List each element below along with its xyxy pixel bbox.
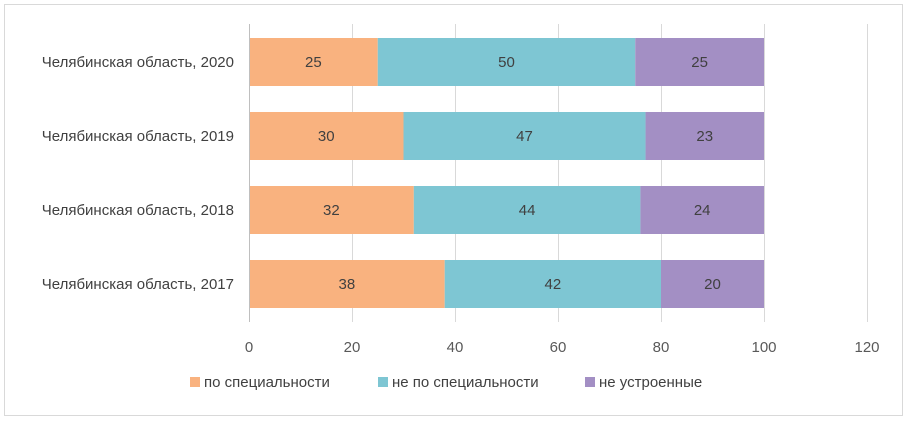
category-label: Челябинская область, 2017 <box>42 276 234 293</box>
data-label: 25 <box>691 54 708 71</box>
bar-segment[interactable] <box>249 38 378 86</box>
bar-segment[interactable] <box>377 38 636 86</box>
data-label: 30 <box>318 128 335 145</box>
legend-swatch <box>190 377 200 387</box>
data-label: 38 <box>339 276 356 293</box>
data-label: 50 <box>498 54 515 71</box>
bar-segment[interactable] <box>640 186 764 234</box>
category-label: Челябинская область, 2018 <box>42 202 234 219</box>
bar-segment[interactable] <box>249 112 404 160</box>
bar-segment[interactable] <box>249 260 445 308</box>
data-label: 47 <box>516 128 533 145</box>
data-label: 42 <box>545 276 562 293</box>
data-label: 32 <box>323 202 340 219</box>
legend-entry: не устроенные <box>599 374 702 391</box>
x-tick-label: 40 <box>447 339 464 356</box>
x-tick-label: 0 <box>245 339 253 356</box>
x-tick-label: 80 <box>653 339 670 356</box>
data-label: 25 <box>305 54 322 71</box>
legend-swatch <box>585 377 595 387</box>
category-label: Челябинская область, 2020 <box>42 54 234 71</box>
data-label: 24 <box>694 202 711 219</box>
data-label: 20 <box>704 276 721 293</box>
bar-segment[interactable] <box>249 186 414 234</box>
data-label: 23 <box>696 128 713 145</box>
x-tick-label: 120 <box>854 339 879 356</box>
bar-segment[interactable] <box>635 38 764 86</box>
legend-entry: не по специальности <box>392 374 539 391</box>
x-tick-label: 100 <box>751 339 776 356</box>
bar-segment[interactable] <box>645 112 764 160</box>
data-label: 44 <box>519 202 536 219</box>
category-label: Челябинская область, 2019 <box>42 128 234 145</box>
legend-entry: по специальности <box>204 374 330 391</box>
bar-segment[interactable] <box>413 186 641 234</box>
legend-swatch <box>378 377 388 387</box>
x-tick-label: 20 <box>344 339 361 356</box>
bar-segment[interactable] <box>403 112 646 160</box>
bar-segment[interactable] <box>661 260 764 308</box>
bar-segment[interactable] <box>444 260 661 308</box>
x-tick-label: 60 <box>550 339 567 356</box>
